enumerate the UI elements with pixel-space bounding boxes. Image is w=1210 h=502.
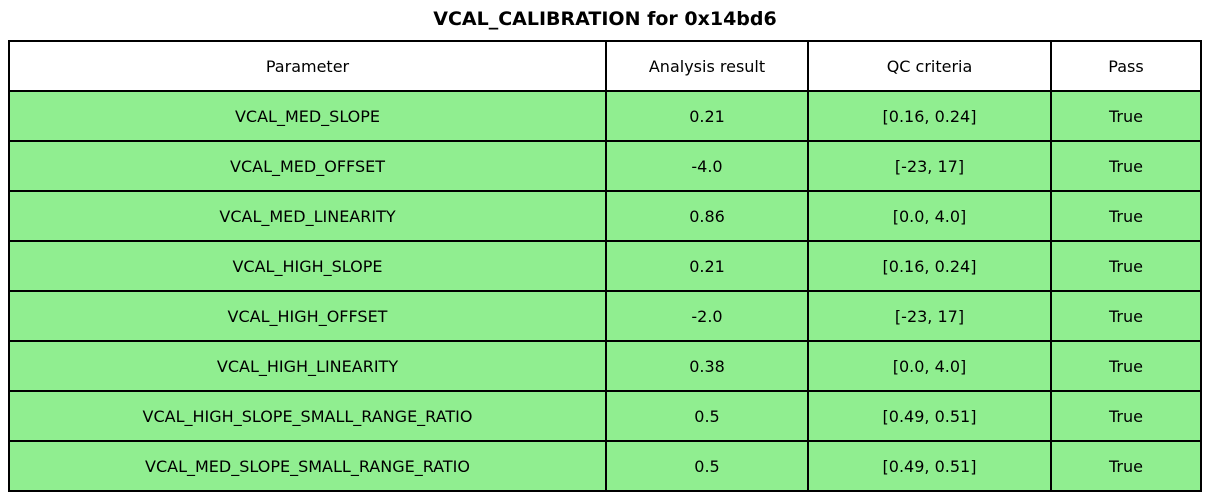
cell-parameter: VCAL_HIGH_SLOPE_SMALL_RANGE_RATIO	[8, 390, 607, 442]
table-row: VCAL_MED_SLOPE 0.21 [0.16, 0.24] True	[8, 90, 1202, 142]
cell-parameter: VCAL_HIGH_LINEARITY	[8, 340, 607, 392]
cell-qc-criteria: [0.49, 0.51]	[807, 440, 1052, 492]
cell-qc-criteria: [-23, 17]	[807, 290, 1052, 342]
table-header: Parameter Analysis result QC criteria Pa…	[8, 40, 1202, 92]
cell-analysis-result: 0.21	[605, 240, 809, 292]
column-header-pass: Pass	[1050, 40, 1202, 92]
table-row: VCAL_HIGH_SLOPE 0.21 [0.16, 0.24] True	[8, 240, 1202, 292]
cell-analysis-result: 0.38	[605, 340, 809, 392]
cell-pass: True	[1050, 240, 1202, 292]
cell-pass: True	[1050, 190, 1202, 242]
table-row: VCAL_MED_SLOPE_SMALL_RANGE_RATIO 0.5 [0.…	[8, 440, 1202, 492]
table-row: VCAL_HIGH_SLOPE_SMALL_RANGE_RATIO 0.5 [0…	[8, 390, 1202, 442]
column-header-parameter: Parameter	[8, 40, 607, 92]
cell-analysis-result: 0.5	[605, 440, 809, 492]
qc-table: Parameter Analysis result QC criteria Pa…	[8, 40, 1202, 492]
table-row: VCAL_MED_LINEARITY 0.86 [0.0, 4.0] True	[8, 190, 1202, 242]
cell-pass: True	[1050, 140, 1202, 192]
cell-pass: True	[1050, 340, 1202, 392]
cell-pass: True	[1050, 390, 1202, 442]
cell-analysis-result: 0.21	[605, 90, 809, 142]
cell-pass: True	[1050, 440, 1202, 492]
cell-pass: True	[1050, 90, 1202, 142]
cell-analysis-result: -4.0	[605, 140, 809, 192]
cell-parameter: VCAL_HIGH_SLOPE	[8, 240, 607, 292]
table-body: VCAL_MED_SLOPE 0.21 [0.16, 0.24] True VC…	[8, 90, 1202, 492]
cell-parameter: VCAL_MED_LINEARITY	[8, 190, 607, 242]
cell-qc-criteria: [0.16, 0.24]	[807, 240, 1052, 292]
cell-analysis-result: 0.86	[605, 190, 809, 242]
cell-qc-criteria: [0.0, 4.0]	[807, 340, 1052, 392]
table-row: VCAL_MED_OFFSET -4.0 [-23, 17] True	[8, 140, 1202, 192]
cell-qc-criteria: [-23, 17]	[807, 140, 1052, 192]
cell-parameter: VCAL_MED_SLOPE	[8, 90, 607, 142]
table-row: VCAL_HIGH_OFFSET -2.0 [-23, 17] True	[8, 290, 1202, 342]
cell-analysis-result: -2.0	[605, 290, 809, 342]
cell-parameter: VCAL_HIGH_OFFSET	[8, 290, 607, 342]
cell-qc-criteria: [0.16, 0.24]	[807, 90, 1052, 142]
table-row: VCAL_HIGH_LINEARITY 0.38 [0.0, 4.0] True	[8, 340, 1202, 392]
cell-parameter: VCAL_MED_OFFSET	[8, 140, 607, 192]
page-title: VCAL_CALIBRATION for 0x14bd6	[433, 8, 777, 30]
column-header-qc-criteria: QC criteria	[807, 40, 1052, 92]
cell-qc-criteria: [0.0, 4.0]	[807, 190, 1052, 242]
cell-analysis-result: 0.5	[605, 390, 809, 442]
cell-pass: True	[1050, 290, 1202, 342]
cell-parameter: VCAL_MED_SLOPE_SMALL_RANGE_RATIO	[8, 440, 607, 492]
header-row: Parameter Analysis result QC criteria Pa…	[8, 40, 1202, 92]
cell-qc-criteria: [0.49, 0.51]	[807, 390, 1052, 442]
column-header-analysis-result: Analysis result	[605, 40, 809, 92]
